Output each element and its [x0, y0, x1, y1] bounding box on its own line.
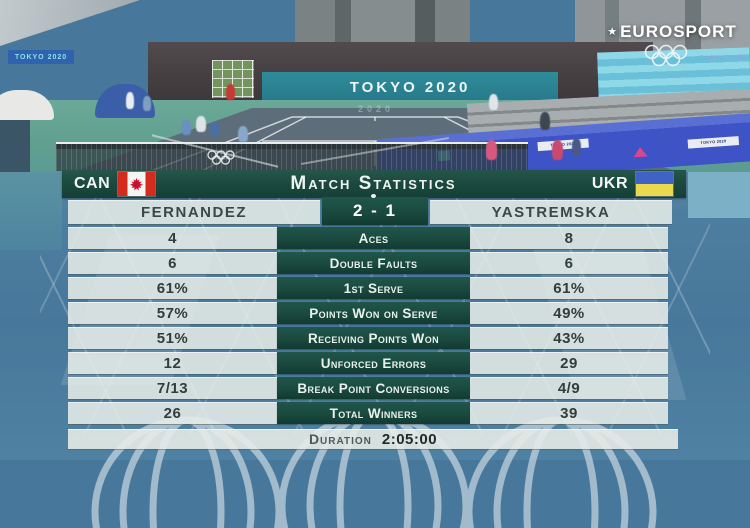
stat-value-left: 57% [68, 302, 277, 324]
canada-flag [118, 172, 156, 196]
olympic-rings-net-emblem [207, 150, 235, 165]
stat-value-left: 51% [68, 327, 277, 349]
court-emblem: 2020 [357, 104, 395, 114]
stat-value-right: 49% [470, 302, 668, 324]
stat-label: Unforced Errors [277, 352, 470, 374]
stat-label: Double Faults [277, 252, 470, 274]
stat-value-left: 6 [68, 252, 277, 274]
globe-overlay-pattern [91, 410, 657, 528]
stat-label: Receiving Points Won [277, 327, 470, 349]
stat-value-left: 12 [68, 352, 277, 374]
tennis-net [56, 142, 528, 171]
barrier-chip: TOKYO 2020 [537, 138, 590, 152]
ball-crew [210, 122, 219, 136]
spectator [143, 96, 151, 111]
panel-title: Match Statistics [290, 173, 457, 194]
led-scoreboard-sign: TOKYO 2020 [8, 50, 74, 64]
spectator [540, 112, 550, 130]
barrier-accent [633, 146, 648, 157]
olympic-rings-icon [644, 44, 688, 67]
serve-indicator-dot [371, 194, 376, 198]
stat-value-right: 8 [470, 227, 668, 249]
banner-text: TOKYO 2020 [349, 78, 471, 96]
barrier-chip: TOKYO 2020 [687, 136, 740, 149]
stat-value-left: 61% [68, 277, 277, 299]
staff-pink [552, 140, 563, 160]
stat-label: Break Point Conversions [277, 377, 470, 399]
stat-value-right: 6 [470, 252, 668, 274]
stat-value-left: 4 [68, 227, 277, 249]
stat-value-right: 29 [470, 352, 668, 374]
ball-crew [196, 116, 206, 132]
staff-blue [572, 138, 581, 156]
duration-bar: Duration 2:05:00 [68, 429, 678, 449]
spectator [226, 84, 235, 100]
tokyo-2020-logo-text: TOKYO 2020 [699, 56, 746, 62]
duration-label: Duration [308, 431, 372, 447]
foreground-left-teal [0, 172, 62, 250]
eurosport-wordmark: EUROSPORT [620, 22, 737, 41]
duration-value: 2:05:00 [381, 430, 438, 448]
stat-value-right: 43% [470, 327, 668, 349]
set-score: 2 - 1 [322, 197, 428, 225]
stat-value-left: 26 [68, 402, 277, 424]
stat-value-right: 39 [470, 402, 668, 424]
stat-label: Total Winners [277, 402, 470, 424]
stat-label: Aces [277, 227, 470, 249]
star-icon: ★ [607, 25, 618, 38]
eurosport-logo: ★ EUROSPORT TOKYO 2020 [596, 22, 748, 74]
stat-label: Points Won on Serve [277, 302, 470, 324]
ball-crew [182, 120, 191, 135]
ukraine-flag [636, 172, 673, 196]
maple-leaf-icon [129, 177, 144, 190]
stat-value-right: 61% [470, 277, 668, 299]
ball-crew [238, 126, 248, 142]
spectator [126, 92, 134, 109]
staff-pink [486, 140, 497, 160]
led-sign-text: TOKYO 2020 [14, 53, 68, 61]
foreground-right-lightblue [688, 172, 750, 218]
stat-label: 1st Serve [277, 277, 470, 299]
tokyo-2020-banner: TOKYO 2020 [262, 72, 558, 102]
stats-header-bar: CAN Match Statistics UKR [62, 170, 686, 198]
stat-value-left: 7/13 [68, 377, 277, 399]
stat-value-right: 4/9 [470, 377, 668, 399]
right-player-name: YASTREMSKA [430, 200, 672, 224]
right-country-code: UKR [591, 175, 628, 192]
left-player-name: FERNANDEZ [68, 200, 320, 224]
spectator [489, 94, 498, 110]
left-country-code: CAN [74, 175, 111, 192]
